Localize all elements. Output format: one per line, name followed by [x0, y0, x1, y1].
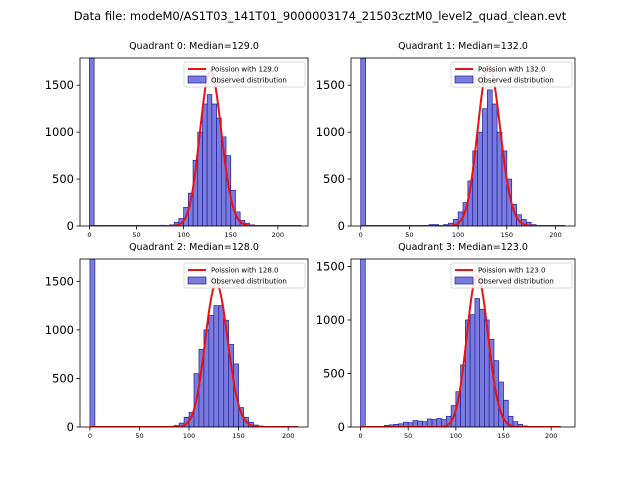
histogram-bar — [206, 94, 213, 226]
panel-title: Quadrant 3: Median=123.0 — [398, 242, 528, 253]
legend: Poission with 128.0 Observed distribution — [183, 262, 306, 289]
y-tick-label: 500 — [323, 366, 345, 380]
x-tick-label: 200 — [272, 231, 284, 239]
y-tick-label: 1500 — [316, 259, 345, 273]
histogram-bar — [211, 103, 217, 226]
x-tick-label: 0 — [87, 231, 91, 239]
y-tick-label: 1000 — [45, 323, 74, 337]
histogram-bar — [482, 108, 488, 226]
y-tick-label: 0 — [338, 219, 345, 233]
y-tick-label: 500 — [52, 371, 74, 385]
legend: Poission with 123.0 Observed distribution — [450, 262, 573, 289]
histogram-bar — [360, 58, 366, 226]
histogram-bar — [89, 58, 95, 226]
histogram-bar — [213, 305, 220, 427]
histogram-bar — [479, 308, 485, 427]
axes-frame — [79, 258, 309, 428]
poisson-curve — [89, 69, 302, 226]
x-tick-label: 50 — [404, 432, 412, 440]
legend-entry-poisson: Poission with 128.0 — [211, 267, 279, 275]
x-tick-label: 50 — [405, 231, 413, 239]
y-tick-label: 1000 — [45, 125, 74, 139]
legend-entry-observed: Observed distribution — [478, 278, 554, 286]
histogram-bar — [202, 103, 208, 226]
x-tick-label: 100 — [450, 432, 462, 440]
x-tick-label: 150 — [497, 432, 509, 440]
axes-frame — [79, 57, 309, 227]
x-tick-label: 100 — [452, 231, 464, 239]
legend-box — [450, 61, 573, 88]
x-tick-label: 200 — [545, 432, 557, 440]
legend-box — [183, 61, 306, 88]
y-tick-label: 1500 — [45, 274, 74, 288]
histogram-bar — [474, 298, 481, 427]
x-tick-label: 150 — [232, 432, 244, 440]
legend-bar-swatch — [454, 75, 474, 84]
x-tick-label: 100 — [183, 432, 195, 440]
panel-quadrant-3: Quadrant 3: Median=123.0 0 50 100 150 200 0 500… — [316, 242, 576, 440]
legend: Poission with 129.0 Observed distribution — [183, 61, 306, 88]
legend-entry-poisson: Poission with 132.0 — [478, 66, 546, 74]
panel-title: Quadrant 0: Median=129.0 — [129, 41, 259, 52]
legend-box — [450, 262, 573, 289]
x-tick-label: 200 — [282, 432, 294, 440]
histogram-bar — [491, 103, 498, 226]
x-tick-label: 150 — [225, 231, 237, 239]
histogram-bar — [89, 259, 96, 427]
histogram-bar — [426, 418, 433, 427]
plot-area — [89, 58, 302, 226]
legend-entry-observed: Observed distribution — [211, 278, 287, 286]
figure-suptitle: Data file: modeM0/AS1T03_141T01_90000031… — [74, 9, 567, 23]
x-tick-label: 50 — [132, 231, 140, 239]
legend-entry-observed: Observed distribution — [478, 77, 554, 85]
y-tick-label: 0 — [67, 219, 74, 233]
panels-container: Quadrant 0: Median=129.00 50 100 150 2000500… — [45, 41, 576, 440]
legend-entry-poisson: Poission with 129.0 — [211, 66, 279, 74]
x-tick-label: 0 — [359, 231, 363, 239]
histogram-bar — [469, 314, 476, 427]
panel-title: Quadrant 1: Median=132.0 — [398, 41, 528, 52]
legend-entry-observed: Observed distribution — [211, 77, 287, 85]
legend-bar-swatch — [187, 276, 207, 285]
panel-quadrant-0: Quadrant 0: Median=129.0 0 50 100 150 200 0 500… — [45, 41, 309, 239]
histogram-bar — [360, 259, 366, 427]
legend: Poission with 132.0 Observed distribution — [450, 61, 573, 88]
x-tick-label: 50 — [135, 432, 143, 440]
legend-bar-swatch — [187, 75, 207, 84]
axes-frame — [350, 258, 576, 428]
y-tick-label: 0 — [338, 420, 345, 434]
panel-quadrant-1: Quadrant 1: Median=132.0 0 50 100 150 200 0 500… — [316, 41, 576, 239]
legend-bar-swatch — [454, 276, 474, 285]
y-tick-label: 0 — [67, 420, 74, 434]
histogram-bar — [477, 131, 483, 226]
histogram-bar — [486, 89, 493, 226]
legend-box — [183, 262, 306, 289]
panel-title: Quadrant 2: Median=128.0 — [129, 242, 259, 253]
histogram-bar — [218, 305, 225, 427]
histogram-bar — [208, 314, 215, 427]
y-tick-label: 1000 — [316, 125, 345, 139]
x-tick-label: 150 — [501, 231, 513, 239]
axes-frame — [350, 57, 576, 227]
x-tick-label: 200 — [549, 231, 561, 239]
histogram-bar — [431, 419, 438, 427]
x-tick-label: 0 — [358, 432, 362, 440]
y-tick-label: 500 — [52, 172, 74, 186]
y-tick-label: 500 — [323, 172, 345, 186]
histogram-bar — [496, 131, 503, 226]
histogram-bar — [503, 399, 509, 427]
panel-quadrant-2: Quadrant 2: Median=128.0 0 50 100 150 200 0 500… — [45, 242, 309, 440]
x-tick-label: 100 — [177, 231, 189, 239]
legend-entry-poisson: Poission with 123.0 — [478, 267, 546, 275]
histogram-bar — [436, 418, 442, 427]
y-tick-label: 1500 — [45, 78, 74, 92]
y-tick-label: 1000 — [316, 313, 345, 327]
x-tick-label: 0 — [88, 432, 92, 440]
y-tick-label: 1500 — [316, 78, 345, 92]
